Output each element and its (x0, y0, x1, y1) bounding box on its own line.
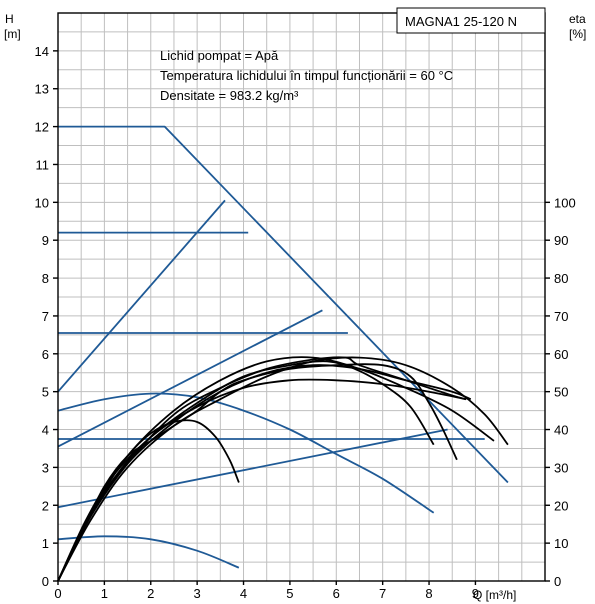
eta-curve-7 (57, 364, 472, 582)
x-tick-label: 8 (425, 586, 432, 601)
head-curve-1 (58, 125, 509, 484)
right-axis-label-unit: [%] (569, 27, 586, 41)
right-axis-title: eta [%] (569, 12, 586, 41)
note-temperature: Temperatura lichidului în timpul funcțio… (160, 68, 453, 83)
x-tick-label: 6 (333, 586, 340, 601)
right-tick-label: 20 (554, 498, 568, 513)
x-tick-label: 9 (472, 586, 479, 601)
right-tick-label: 30 (554, 460, 568, 475)
left-axis-label-unit: [m] (4, 27, 21, 41)
x-tick-label: 4 (240, 586, 247, 601)
left-tick-label: 14 (35, 44, 49, 59)
left-axis-title: H [m] (4, 12, 21, 41)
x-tick-label: 2 (147, 586, 154, 601)
left-tick-label: 1 (42, 536, 49, 551)
model-label-box: MAGNA1 25-120 N (396, 7, 546, 34)
right-tick-label: 0 (554, 574, 561, 589)
head-curve-5 (57, 199, 226, 393)
eta-curve-4 (57, 378, 467, 582)
right-tick-label: 60 (554, 347, 568, 362)
right-axis-label-eta: eta (569, 12, 586, 26)
eta-curve-2 (57, 363, 458, 582)
grid-layer (58, 13, 546, 581)
eta-curve-5 (57, 356, 509, 582)
x-tick-label: 3 (194, 586, 201, 601)
left-tick-label: 11 (36, 157, 50, 172)
left-axis-label-h: H (5, 12, 14, 26)
right-tick-label: 80 (554, 271, 568, 286)
left-tick-label: 0 (42, 574, 49, 589)
notes-block: Lichid pompat = Apă Temperatura lichidul… (160, 48, 453, 103)
x-tick-label: 5 (286, 586, 293, 601)
right-tick-label: 90 (554, 233, 568, 248)
right-tick-label: 100 (554, 195, 576, 210)
head-curves (57, 125, 509, 569)
x-axis-label: Q [m³/h] (473, 588, 516, 602)
left-tick-label: 4 (42, 423, 49, 438)
left-tick-label: 8 (42, 271, 49, 286)
left-tick-label: 7 (42, 309, 49, 324)
left-tick-label: 12 (35, 120, 49, 135)
right-tick-label: 10 (554, 536, 568, 551)
left-tick-label: 3 (42, 460, 49, 475)
left-tick-label: 13 (35, 82, 49, 97)
note-fluid: Lichid pompat = Apă (160, 48, 279, 63)
x-tick-label: 1 (101, 586, 108, 601)
head-curve-7 (57, 428, 448, 509)
x-tick-label: 0 (54, 586, 61, 601)
left-tick-label: 9 (42, 233, 49, 248)
left-tick-label: 2 (42, 498, 49, 513)
model-label: MAGNA1 25-120 N (405, 14, 517, 29)
plot-frame (57, 12, 546, 582)
left-tick-label: 5 (42, 385, 49, 400)
note-density: Densitate = 983.2 kg/m³ (160, 88, 299, 103)
head-curve-8 (57, 392, 435, 514)
right-tick-label: 70 (554, 309, 568, 324)
left-tick-label: 6 (42, 347, 49, 362)
left-tick-label: 10 (35, 195, 49, 210)
right-tick-label: 40 (554, 423, 568, 438)
eta-curve-8 (57, 356, 495, 582)
axes-layer: 0123456789101112131401020304050607080901… (35, 12, 576, 601)
head-curve-9 (57, 535, 240, 569)
right-tick-label: 50 (554, 385, 568, 400)
eta-curves (57, 356, 509, 582)
head-curve-6 (57, 309, 323, 448)
x-tick-label: 7 (379, 586, 386, 601)
